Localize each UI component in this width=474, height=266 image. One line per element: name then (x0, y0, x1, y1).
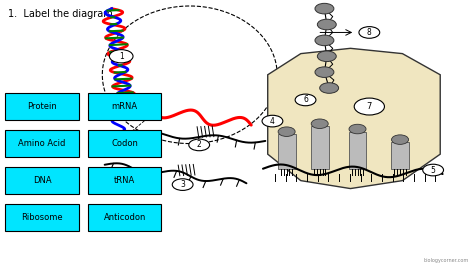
Circle shape (319, 83, 338, 93)
FancyBboxPatch shape (5, 205, 79, 231)
FancyBboxPatch shape (5, 93, 79, 120)
Circle shape (354, 98, 384, 115)
FancyBboxPatch shape (88, 93, 161, 120)
Text: 1: 1 (119, 52, 124, 61)
FancyBboxPatch shape (278, 134, 296, 169)
Circle shape (318, 19, 336, 30)
Text: DNA: DNA (33, 176, 51, 185)
Circle shape (311, 119, 328, 128)
Text: Codon: Codon (111, 139, 138, 148)
Text: Amino Acid: Amino Acid (18, 139, 66, 148)
Text: 6: 6 (303, 95, 308, 105)
Text: Ribosome: Ribosome (21, 213, 63, 222)
Circle shape (295, 94, 316, 106)
FancyBboxPatch shape (5, 167, 79, 194)
Text: Protein: Protein (27, 102, 57, 111)
Text: 8: 8 (367, 28, 372, 37)
FancyBboxPatch shape (88, 130, 161, 157)
Circle shape (423, 164, 444, 176)
FancyBboxPatch shape (88, 167, 161, 194)
Circle shape (318, 51, 336, 61)
FancyBboxPatch shape (311, 126, 328, 169)
Circle shape (392, 135, 409, 144)
Text: 1.  Label the diagram: 1. Label the diagram (8, 9, 112, 19)
FancyBboxPatch shape (391, 142, 409, 169)
Circle shape (262, 115, 283, 127)
Circle shape (315, 35, 334, 46)
Text: 2: 2 (197, 140, 201, 149)
Circle shape (315, 3, 334, 14)
Text: 7: 7 (367, 102, 372, 111)
Text: 3: 3 (180, 180, 185, 189)
Circle shape (349, 124, 366, 134)
Text: 4: 4 (270, 117, 275, 126)
FancyBboxPatch shape (348, 132, 366, 169)
Text: 5: 5 (431, 165, 436, 174)
Circle shape (359, 27, 380, 38)
FancyBboxPatch shape (5, 130, 79, 157)
Circle shape (189, 139, 210, 151)
Circle shape (109, 50, 133, 63)
Text: mRNA: mRNA (112, 102, 138, 111)
Polygon shape (268, 48, 440, 189)
Circle shape (278, 127, 295, 136)
Circle shape (172, 179, 193, 190)
FancyBboxPatch shape (88, 205, 161, 231)
Text: Anticodon: Anticodon (103, 213, 146, 222)
Text: biologycorner.com: biologycorner.com (423, 258, 469, 263)
Text: tRNA: tRNA (114, 176, 136, 185)
Circle shape (315, 67, 334, 77)
